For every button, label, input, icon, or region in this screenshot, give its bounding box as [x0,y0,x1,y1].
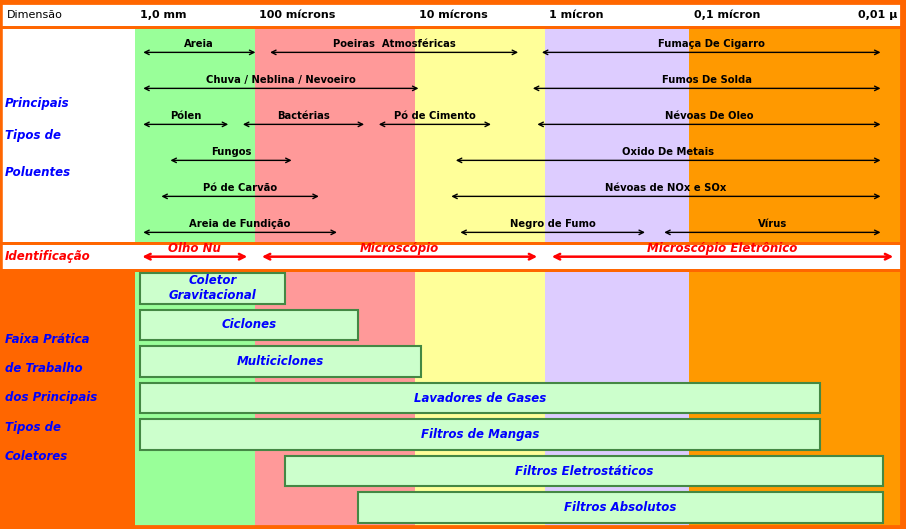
Text: Fungos: Fungos [211,147,251,157]
Bar [689,270,901,526]
Text: Faixa Prática: Faixa Prática [5,333,89,346]
Text: Ciclones: Ciclones [222,318,276,332]
Text: Dimensão: Dimensão [7,10,63,20]
Bar [0,27,901,243]
Text: Negro de Fumo: Negro de Fumo [510,219,595,229]
Bar [0,243,901,270]
Bar [0,243,901,270]
Text: dos Principais: dos Principais [5,391,97,405]
Text: Coletores: Coletores [5,450,68,463]
Text: Microscópio Eletrônico: Microscópio Eletrônico [648,242,797,254]
Bar [545,27,689,243]
Text: Principais: Principais [5,97,69,110]
Text: Pó de Carvão: Pó de Carvão [203,183,277,193]
Bar [0,3,901,27]
Text: 0,1 mícron: 0,1 mícron [694,10,760,21]
Text: 0,01 µ: 0,01 µ [859,10,898,20]
Bar [140,346,421,377]
Text: Pó de Cimento: Pó de Cimento [394,111,476,121]
Bar [140,309,358,340]
Text: Multiciclones: Multiciclones [237,355,324,368]
Text: Névoas de NOx e SOx: Névoas de NOx e SOx [605,183,727,193]
Bar [0,270,135,526]
Text: Vírus: Vírus [757,219,787,229]
Bar [140,419,820,450]
Bar [255,27,415,243]
Text: Bactérias: Bactérias [277,111,330,121]
Text: Identificação: Identificação [5,250,91,263]
Bar [0,27,135,243]
Text: de Trabalho: de Trabalho [5,362,82,375]
Bar [415,27,545,243]
Text: 100 mícrons: 100 mícrons [259,10,335,20]
Text: Oxido De Metais: Oxido De Metais [622,147,714,157]
Text: Chuva / Neblina / Nevoeiro: Chuva / Neblina / Nevoeiro [206,75,356,85]
Text: Olho Nu: Olho Nu [169,242,221,254]
Text: 10 mícrons: 10 mícrons [419,10,488,20]
Bar [358,492,883,523]
Text: 1,0 mm: 1,0 mm [140,10,186,20]
Bar [135,27,255,243]
Text: Névoas De Oleo: Névoas De Oleo [665,111,753,121]
Text: Fumos De Solda: Fumos De Solda [661,75,752,85]
Text: Filtros Eletrostáticos: Filtros Eletrostáticos [516,464,653,478]
Text: Lavadores de Gases: Lavadores de Gases [414,391,546,405]
Text: Tipos de: Tipos de [5,421,61,434]
Bar [255,270,415,526]
Text: Microscópio: Microscópio [360,242,439,254]
Text: Tipos de: Tipos de [5,129,61,142]
Bar [0,3,901,27]
Text: Filtros Absolutos: Filtros Absolutos [564,501,677,514]
Text: Areia de Fundição: Areia de Fundição [189,219,291,229]
Text: Pólen: Pólen [170,111,201,121]
Text: 1 mícron: 1 mícron [549,10,603,20]
Text: Fumaça De Cigarro: Fumaça De Cigarro [658,39,765,49]
Text: Areia: Areia [185,39,214,49]
Bar [415,270,545,526]
Bar [545,270,689,526]
Text: Poeiras  Atmosféricas: Poeiras Atmosféricas [333,39,456,49]
Bar [135,270,255,526]
Text: Coletor
Gravitacional: Coletor Gravitacional [169,275,256,303]
Bar [140,382,820,413]
Bar [140,273,285,304]
Text: Poluentes: Poluentes [5,166,71,179]
Bar [0,243,901,270]
Bar [285,455,883,486]
Text: Filtros de Mangas: Filtros de Mangas [421,428,539,441]
Bar [689,27,901,243]
Bar [0,270,901,526]
